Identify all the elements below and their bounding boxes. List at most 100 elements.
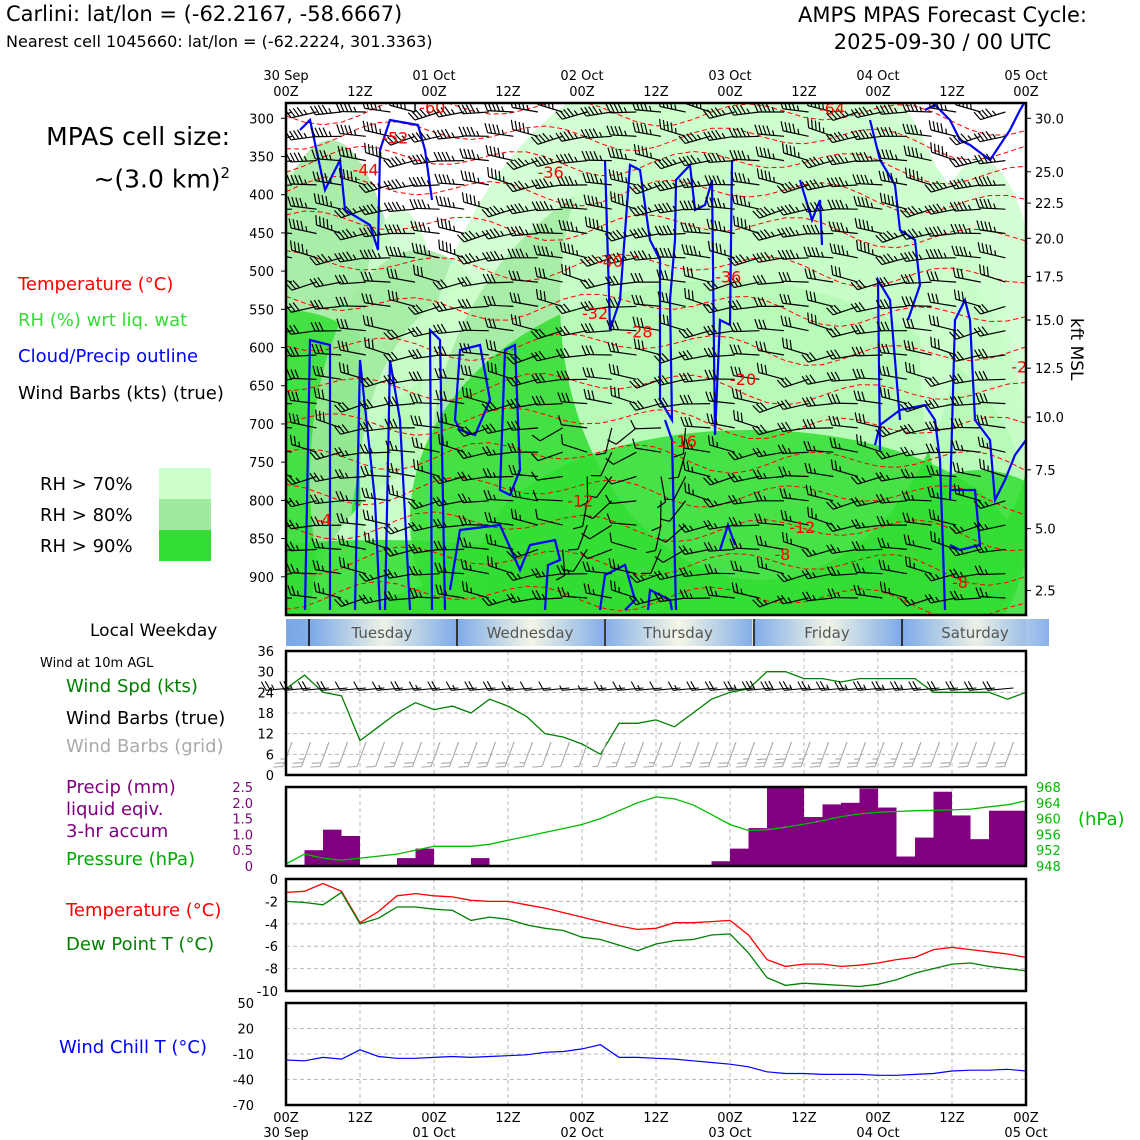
cross-wind-barb-flag <box>688 417 693 427</box>
cross-wind-barb-flag <box>391 373 398 383</box>
cross-wind-barb-staff <box>488 208 514 218</box>
cross-wind-barb-staff <box>512 403 539 409</box>
cross-wind-barb-flag <box>465 582 469 593</box>
cross-wind-barb-half-flag <box>352 207 357 213</box>
cross-wind-barb-staff <box>592 500 613 519</box>
cross-wind-barb-staff <box>930 129 957 137</box>
cross-wind-barb-staff <box>561 424 588 429</box>
cross-wind-barb-staff <box>438 226 465 235</box>
cross-wind-barb-flag <box>881 149 886 159</box>
cross-wind-barb-flag <box>309 494 316 504</box>
cross-wind-barb-staff <box>709 444 735 453</box>
cross-wind-barb-staff <box>463 281 489 287</box>
cross-wind-barb-staff <box>512 232 539 237</box>
cross-wind-barb-staff <box>930 518 957 526</box>
wind-barb-grid-flag <box>365 765 376 768</box>
cross-wind-barb-flag <box>715 243 719 253</box>
cross-wind-barb-staff <box>856 571 883 575</box>
cross-wind-barb-flag <box>493 250 501 260</box>
legend-rh: RH (%) wrt liq. wat <box>18 310 188 331</box>
cross-wind-barb-flag <box>416 460 420 471</box>
pressure-line <box>285 796 1027 865</box>
precip-bar <box>341 835 360 866</box>
temp-label: -12 <box>789 518 815 537</box>
wind-barb-true-flag <box>593 681 600 691</box>
legend-rh90-label: RH > 90% <box>40 536 133 557</box>
cross-wind-barb-flag <box>362 594 370 603</box>
wind-barb-true-flag <box>667 681 674 691</box>
cross-wind-barb-flag <box>983 198 988 209</box>
cross-wind-barb-staff <box>955 160 981 168</box>
cross-wind-barb-half-flag <box>967 135 972 140</box>
cross-wind-barb-flag <box>727 279 735 288</box>
cross-wind-barb-flag <box>567 243 571 254</box>
cross-wind-barb-half-flag <box>575 203 578 209</box>
wind-barb-true-flag <box>926 681 933 691</box>
cross-wind-barb-staff <box>364 403 391 410</box>
cross-wind-barb-flag <box>419 131 427 140</box>
cross-wind-barb-staff <box>733 281 760 289</box>
cross-wind-barb-flag <box>459 537 464 547</box>
cross-wind-barb-flag <box>365 488 370 498</box>
cross-wind-barb-flag <box>310 516 316 526</box>
cross-wind-barb-flag <box>586 494 597 499</box>
cross-wind-barb-flag <box>293 241 297 252</box>
wind-barb-true-flag <box>649 681 656 691</box>
cross-wind-barb-staff <box>561 354 588 359</box>
cross-wind-barb-staff <box>832 330 858 338</box>
cross-wind-barb-staff <box>954 208 981 212</box>
cross-wind-barb-flag <box>460 170 464 181</box>
cross-wind-barb-flag <box>359 443 365 454</box>
wind-barb-true-flag <box>708 681 715 691</box>
cross-wind-barb-staff <box>364 324 391 332</box>
wind-barb-true-flag <box>519 681 526 691</box>
cross-wind-barb-flag <box>729 344 734 354</box>
cross-wind-barb-flag <box>928 204 936 214</box>
cross-wind-barb-half-flag <box>396 490 399 497</box>
cross-wind-barb-half-flag <box>764 540 767 547</box>
cross-wind-barb-staff <box>979 160 1006 165</box>
cross-wind-barb-flag <box>468 171 472 182</box>
cross-wind-barb-flag <box>776 595 784 605</box>
cross-wind-barb-flag <box>784 121 788 132</box>
cross-wind-barb-staff <box>733 475 760 483</box>
wind-barb-true-flag <box>353 681 360 691</box>
cross-wind-barb-flag <box>506 594 513 603</box>
cross-wind-barb-flag <box>582 561 587 572</box>
cross-wind-barb-flag <box>654 204 661 214</box>
cross-wind-barb-flag <box>587 278 595 287</box>
cross-wind-barb-flag <box>834 154 841 164</box>
cross-wind-barb-half-flag <box>303 132 308 138</box>
cross-wind-barb-flag <box>813 201 820 211</box>
cross-wind-barb-flag <box>739 104 747 115</box>
cross-wind-barb-half-flag <box>886 542 890 549</box>
cross-wind-barb-flag <box>752 232 760 241</box>
cross-wind-barb-flag <box>463 148 468 159</box>
cross-wind-barb-flag <box>658 313 662 324</box>
wind-barb-true-half-flag <box>637 684 641 691</box>
cross-wind-barb-staff <box>856 354 883 357</box>
wind-barb-grid-staff <box>541 741 552 767</box>
cross-wind-barb-flag <box>805 375 813 384</box>
cross-wind-barb-flag <box>911 147 915 157</box>
cross-wind-barb-flag <box>756 469 763 479</box>
cross-wind-barb-staff <box>660 128 686 137</box>
cross-wind-barb-flag <box>930 271 935 281</box>
cross-wind-barb-flag <box>506 205 513 215</box>
cross-wind-barb-staff <box>708 354 735 358</box>
precip-bar <box>915 837 934 866</box>
cross-wind-barb-flag <box>489 206 497 215</box>
cross-wind-barb-half-flag <box>649 129 652 135</box>
cross-wind-barb-half-flag <box>519 515 522 521</box>
cross-wind-barb-staff <box>808 127 834 137</box>
cross-wind-barb-flag <box>678 567 685 577</box>
cross-wind-barb-flag <box>487 555 490 566</box>
cross-wind-barb-staff <box>438 500 465 507</box>
cross-wind-barb-flag <box>394 269 398 280</box>
wind-barb-true-flag <box>834 681 841 691</box>
cross-wind-barb-flag <box>583 583 587 594</box>
cross-wind-barb-flag <box>420 176 427 186</box>
wind-barb-true-flag <box>949 681 956 691</box>
cross-wind-barb-half-flag <box>353 106 357 113</box>
